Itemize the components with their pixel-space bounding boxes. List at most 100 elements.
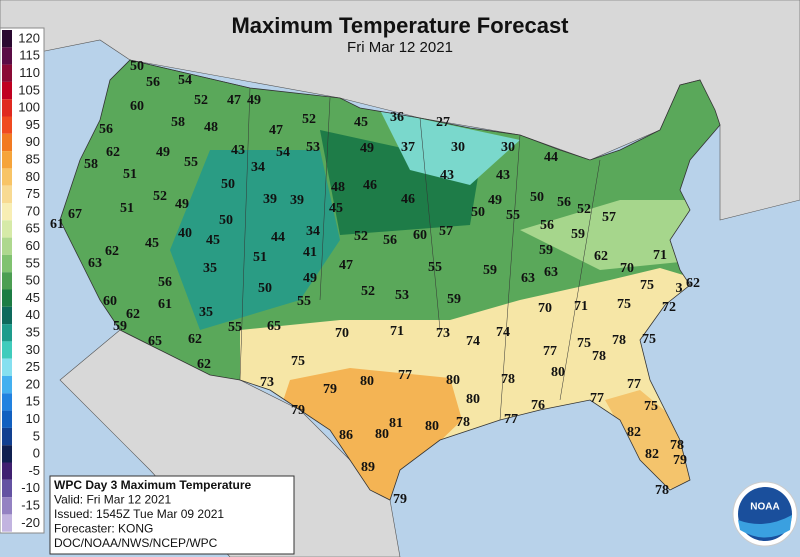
temperature-label: 3 <box>676 281 683 296</box>
legend-swatch <box>2 514 12 532</box>
temperature-label: 62 <box>105 244 119 259</box>
temperature-label: 45 <box>206 233 220 248</box>
legend-label: 75 <box>26 186 40 201</box>
temperature-label: 71 <box>390 324 404 339</box>
temperature-label: 60 <box>130 99 144 114</box>
legend-label: 90 <box>26 134 40 149</box>
temperature-label: 37 <box>401 140 415 155</box>
temperature-label: 56 <box>540 218 554 233</box>
temperature-label: 75 <box>640 278 654 293</box>
temperature-label: 50 <box>221 177 235 192</box>
title: Maximum Temperature Forecast <box>231 13 569 38</box>
legend-swatch <box>2 185 12 203</box>
legend-label: -10 <box>21 480 40 495</box>
temperature-label: 48 <box>331 180 345 195</box>
temperature-label: 45 <box>354 115 368 130</box>
temperature-label: 51 <box>120 201 134 216</box>
temperature-label: 52 <box>194 93 208 108</box>
temperature-label: 80 <box>425 419 439 434</box>
legend-swatch <box>2 427 12 446</box>
legend-label: 45 <box>26 290 40 305</box>
temperature-label: 61 <box>50 217 64 232</box>
legend-swatch <box>2 237 12 255</box>
legend-swatch <box>2 81 12 100</box>
temperature-label: 62 <box>197 357 211 372</box>
temperature-label: 49 <box>247 93 261 108</box>
legend-swatch <box>2 168 12 186</box>
temperature-label: 62 <box>106 145 120 160</box>
temperature-label: 60 <box>413 228 427 243</box>
temperature-label: 70 <box>620 261 634 276</box>
temperature-label: 39 <box>290 193 304 208</box>
temperature-label: 81 <box>389 416 403 431</box>
info-box <box>49 475 295 555</box>
temperature-label: 78 <box>501 372 515 387</box>
temperature-label: 46 <box>401 192 415 207</box>
temperature-label: 75 <box>291 354 305 369</box>
legend-swatch <box>2 99 12 117</box>
info-line: DOC/NOAA/NWS/NCEP/WPC <box>54 536 218 550</box>
temperature-label: 60 <box>103 294 117 309</box>
temperature-label: 73 <box>436 326 450 341</box>
temperature-label: 79 <box>673 453 687 468</box>
temperature-label: 52 <box>361 284 375 299</box>
temperature-label: 55 <box>297 294 311 309</box>
temperature-label: 50 <box>258 281 272 296</box>
legend-swatch <box>2 47 12 65</box>
legend-label: 60 <box>26 238 40 253</box>
temperature-label: 80 <box>466 392 480 407</box>
legend-swatch <box>2 445 12 463</box>
temperature-label: 52 <box>302 112 316 127</box>
info-line: Forecaster: KONG <box>54 522 153 536</box>
field-hot <box>280 368 462 500</box>
legend-label: -5 <box>28 463 40 478</box>
legend-swatch <box>2 306 12 325</box>
field-mountain <box>170 150 340 330</box>
temperature-label: 77 <box>398 368 412 383</box>
field-east <box>520 200 700 270</box>
temperature-label: 35 <box>203 261 217 276</box>
legend-swatch <box>2 289 12 307</box>
legend-label: 35 <box>26 325 40 340</box>
temperature-label: 58 <box>171 115 185 130</box>
temperature-label: 82 <box>645 447 659 462</box>
temperature-label: 62 <box>188 332 202 347</box>
legend-label: 0 <box>33 446 40 461</box>
legend-label: 15 <box>26 394 40 409</box>
temperature-label: 80 <box>446 373 460 388</box>
temperature-label: 63 <box>88 256 102 271</box>
temperature-label: 56 <box>99 122 113 137</box>
temperature-label: 71 <box>574 299 588 314</box>
legend-label: 100 <box>18 100 40 115</box>
temperature-label: 34 <box>306 224 320 239</box>
temperature-label: 79 <box>323 382 337 397</box>
temperature-label: 40 <box>178 226 192 241</box>
legend-swatch <box>2 220 12 238</box>
temperature-label: 72 <box>662 300 676 315</box>
temperature-label: 46 <box>363 178 377 193</box>
temperature-label: 77 <box>504 412 518 427</box>
temperature-label: 35 <box>199 305 213 320</box>
legend-label: 40 <box>26 307 40 322</box>
legend-swatch <box>2 376 12 394</box>
temperature-label: 27 <box>436 115 450 130</box>
temperature-label: 56 <box>158 275 172 290</box>
legend-swatch <box>2 30 12 48</box>
legend-swatch <box>2 254 12 273</box>
temperature-label: 86 <box>339 428 353 443</box>
legend-label: 115 <box>19 48 40 63</box>
temperature-label: 47 <box>339 258 353 273</box>
temperature-label: 74 <box>496 325 510 340</box>
temperature-label: 80 <box>375 427 389 442</box>
temperature-label: 77 <box>590 391 604 406</box>
temperature-label: 30 <box>451 140 465 155</box>
temperature-label: 79 <box>393 492 407 507</box>
temperature-label: 78 <box>670 438 684 453</box>
temperature-label: 89 <box>361 460 375 475</box>
legend-label: 25 <box>26 359 40 374</box>
temperature-label: 59 <box>571 227 585 242</box>
temperature-label: 63 <box>544 265 558 280</box>
legend-label: 50 <box>26 273 40 288</box>
